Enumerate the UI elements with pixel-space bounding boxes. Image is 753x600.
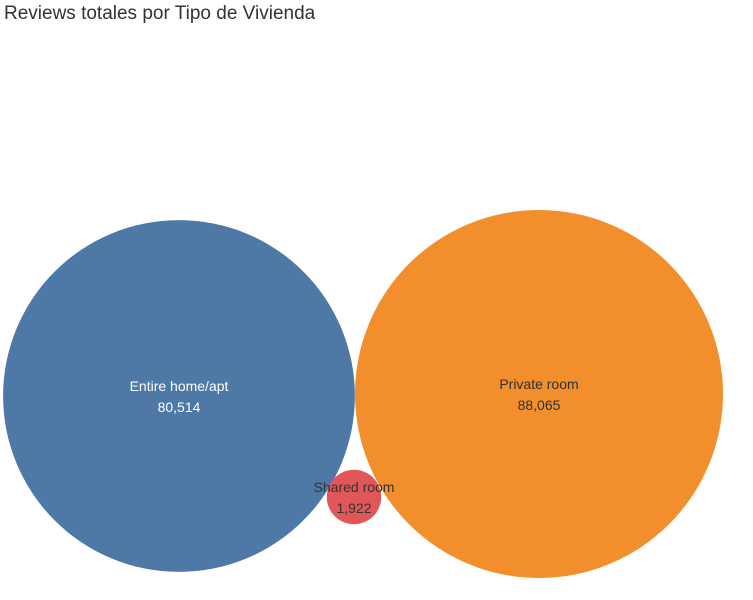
bubble-label-entire-home-apt: Entire home/apt	[130, 378, 229, 394]
bubble-entire-home-apt[interactable]	[3, 220, 355, 572]
bubble-label-shared-room: Shared room	[314, 479, 395, 495]
bubble-value-shared-room: 1,922	[336, 500, 371, 516]
chart-title: Reviews totales por Tipo de Vivienda	[4, 3, 316, 24]
bubble-label-private-room: Private room	[499, 376, 578, 392]
bubble-shared-room[interactable]	[326, 469, 382, 525]
bubble-value-private-room: 88,065	[518, 397, 561, 413]
bubble-private-room[interactable]	[355, 210, 723, 578]
bubble-value-entire-home-apt: 80,514	[158, 399, 201, 415]
